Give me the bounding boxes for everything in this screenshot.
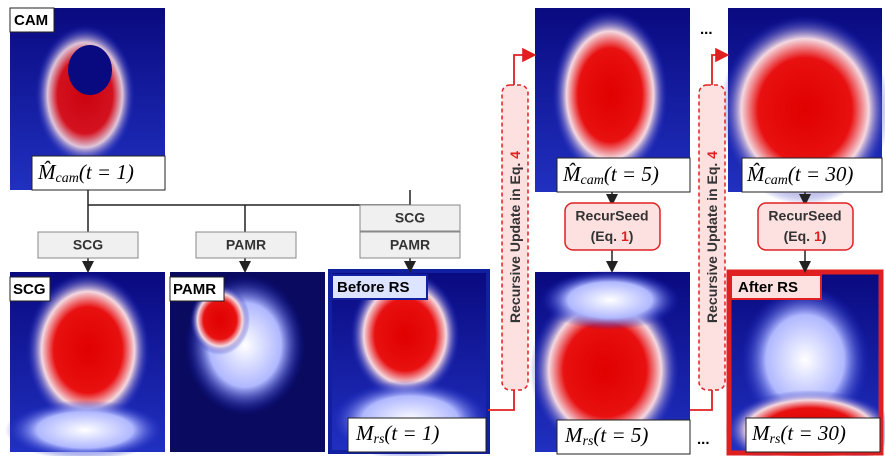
- op-label: PAMR: [390, 237, 430, 253]
- tag: Before RS: [337, 279, 410, 296]
- math-label: M̂cam(t = 30): [746, 162, 853, 188]
- recurseed-label: RecurSeed: [575, 208, 648, 224]
- math-label: Mrs(t = 5): [564, 423, 648, 449]
- tag: PAMR: [173, 281, 216, 298]
- ellipsis: ...: [700, 21, 713, 38]
- math-label: M̂cam(t = 1): [37, 160, 134, 186]
- math-label: M̂cam(t = 5): [562, 162, 659, 188]
- op-label: SCG: [73, 237, 103, 253]
- op-label: PAMR: [226, 237, 266, 253]
- recurseed-eq: (Eq. 1): [591, 228, 634, 244]
- tag: After RS: [738, 279, 798, 296]
- recurseed-eq: (Eq. 1): [784, 228, 827, 244]
- math-label: Mrs(t = 1): [355, 421, 439, 447]
- op-label: SCG: [395, 210, 425, 226]
- update-label: Recursive Update in Eq. 4: [507, 151, 523, 323]
- tag: SCG: [13, 281, 46, 298]
- update-label: Recursive Update in Eq. 4: [704, 151, 720, 323]
- ellipsis: ...: [697, 431, 710, 448]
- recurseed-label: RecurSeed: [768, 208, 841, 224]
- tag: CAM: [14, 12, 48, 29]
- op-boxes: SCG PAMR SCG PAMR: [38, 205, 460, 258]
- math-label: Mrs(t = 30): [751, 421, 846, 447]
- figure: SCG PAMR SCG PAMR RecurSeed (Eq. 1) Recu…: [0, 0, 885, 456]
